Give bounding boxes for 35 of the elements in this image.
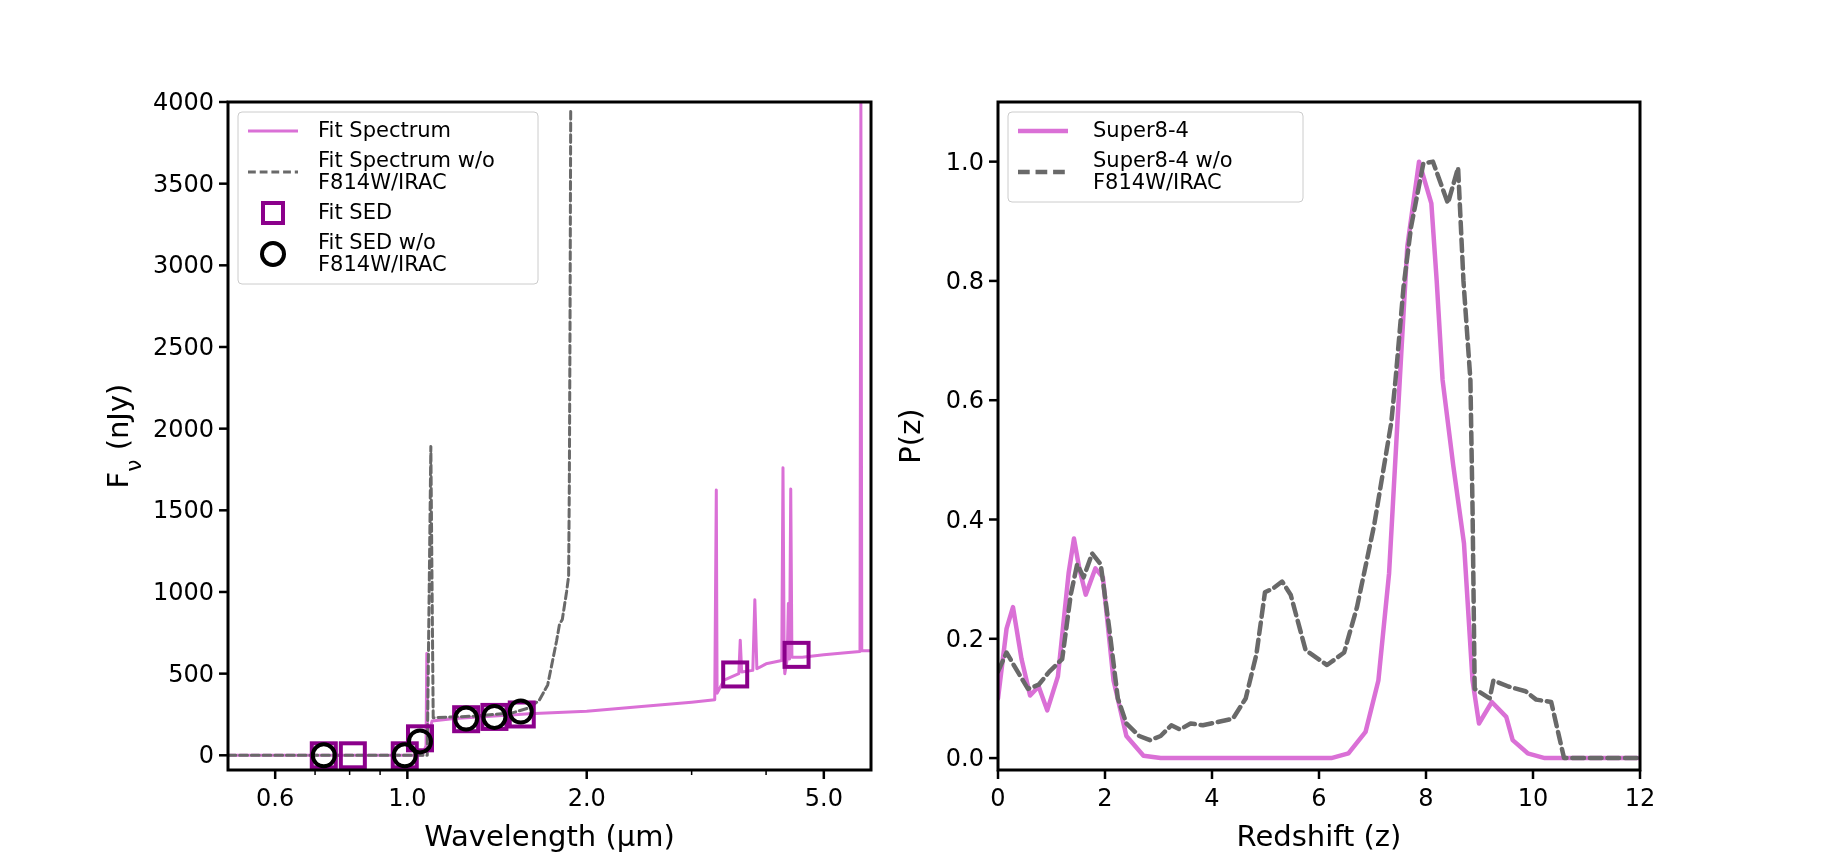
x-tick-label: 12 [1624, 784, 1656, 812]
legend-label: Fit Spectrum w/o F814W/IRAC [318, 148, 495, 194]
y-tick-label: 0.6 [945, 386, 984, 415]
legend-label: Super8-4 w/o F814W/IRAC [1093, 148, 1233, 194]
x-axis-title: Redshift (z) [1236, 819, 1402, 853]
x-tick-label: 0.6 [256, 784, 295, 812]
x-tick-label: 1.0 [388, 784, 427, 812]
x-tick-label: 0 [990, 784, 1006, 812]
legend-label: Fit SED w/o F814W/IRAC [318, 230, 447, 276]
y-axis-title: P(z) [893, 408, 927, 464]
y-tick-label: 0.2 [945, 624, 984, 653]
x-tick-label: 10 [1517, 784, 1549, 812]
y-tick-label: 0.8 [945, 266, 984, 295]
y-tick-label: 4000 [152, 88, 214, 116]
x-tick-label: 6 [1311, 784, 1327, 812]
y-tick-label: 1500 [152, 496, 214, 525]
y-tick-label: 2500 [152, 332, 214, 361]
y-tick-label: 0.0 [945, 744, 984, 773]
y-tick-label: 0 [198, 741, 214, 770]
x-tick-label: 5.0 [804, 784, 843, 812]
legend-label: Fit SED [318, 200, 393, 224]
y-tick-label: 500 [168, 659, 214, 688]
y-tick-label: 3500 [152, 169, 214, 198]
legend-label: Super8-4 [1093, 118, 1189, 142]
x-tick-label: 4 [1204, 784, 1220, 812]
x-tick-label: 8 [1418, 784, 1434, 812]
y-tick-label: 1.0 [945, 147, 984, 176]
legend-label: Fit Spectrum [318, 118, 452, 142]
x-tick-label: 2.0 [567, 784, 606, 812]
y-tick-label: 2000 [152, 414, 214, 443]
x-axis-title: Wavelength (μm) [424, 819, 675, 853]
y-tick-label: 0.4 [945, 505, 984, 534]
x-tick-label: 2 [1097, 784, 1113, 812]
y-tick-label: 3000 [152, 251, 214, 280]
y-tick-label: 1000 [152, 577, 214, 606]
